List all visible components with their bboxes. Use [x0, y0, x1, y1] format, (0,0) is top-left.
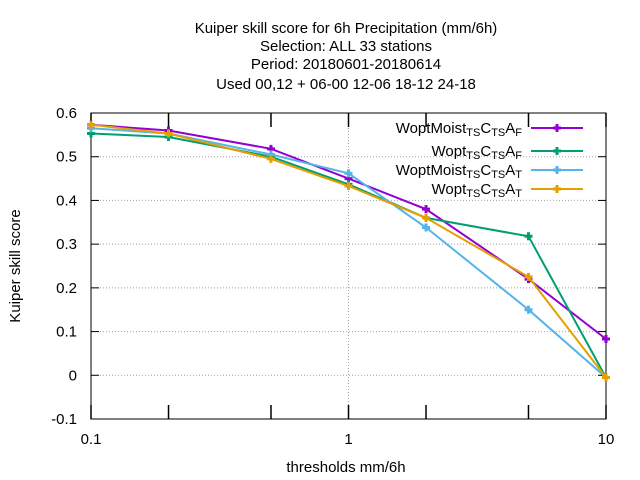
x-tick-label: 1: [344, 431, 352, 448]
data-point: [87, 120, 95, 129]
legend-entry: WoptTSCTSAT: [432, 181, 583, 200]
series-3: [87, 124, 610, 382]
series-line: [90, 127, 607, 379]
legend-marker: [553, 166, 561, 174]
y-tick-label: 0: [69, 367, 77, 384]
title-line: Kuiper skill score for 6h Precipitation …: [195, 20, 498, 37]
x-tick-label: 10: [598, 431, 615, 448]
data-point: [344, 182, 353, 191]
x-tick-label: 0.1: [81, 431, 102, 448]
data-point: [524, 305, 533, 314]
data-point: [422, 213, 431, 222]
tick-labels: -0.1 0 0.1 0.2 0.3 0.4 0.5 0.6 0.1 1 10: [51, 105, 614, 448]
y-axis-label: Kuiper skill score: [7, 209, 24, 322]
y-tick-label: 0.3: [56, 236, 77, 253]
data-point: [266, 154, 275, 163]
title-line: Used 00,12 + 06-00 12-06 18-12 24-18: [216, 76, 476, 93]
legend-entry: WoptTSCTSAF: [432, 143, 583, 162]
y-tick-label: 0.5: [56, 149, 77, 166]
legend-label: WoptMoistTSCTSAT: [396, 162, 523, 181]
legend-entry: WoptMoistTSCTSAF: [396, 120, 583, 139]
data-point: [422, 205, 431, 214]
data-point: [524, 272, 533, 281]
legend-label: WoptMoistTSCTSAF: [396, 120, 523, 139]
data-point: [344, 169, 353, 178]
legend-label: WoptTSCTSAT: [432, 181, 523, 200]
title-line: Selection: ALL 33 stations: [260, 38, 432, 55]
legend-marker: [553, 185, 561, 193]
y-tick-label: -0.1: [51, 411, 77, 428]
chart-title: Kuiper skill score for 6h Precipitation …: [195, 20, 498, 93]
y-tick-label: 0.4: [56, 192, 77, 209]
axis-ticks: [90, 112, 607, 420]
legend: WoptMoistTSCTSAF WoptTSCTSAFWoptMoistTSCT…: [396, 120, 583, 200]
legend-marker: [553, 124, 561, 132]
x-axis-label: thresholds mm/6h: [286, 459, 405, 476]
data-point: [524, 232, 533, 241]
data-point: [602, 373, 610, 382]
y-tick-label: 0.2: [56, 280, 77, 297]
y-tick-label: 0.6: [56, 105, 77, 122]
title-line: Period: 20180601-20180614: [251, 56, 441, 73]
legend-marker: [553, 147, 561, 155]
y-tick-label: 0.1: [56, 324, 77, 341]
grid: [91, 113, 606, 419]
series-4: [87, 120, 610, 382]
data-point: [422, 223, 431, 232]
legend-label: WoptTSCTSAF: [432, 143, 523, 162]
series: [87, 120, 610, 382]
data-point: [164, 129, 173, 138]
data-point: [602, 335, 610, 344]
legend-entry: WoptMoistTSCTSAT: [396, 162, 583, 181]
